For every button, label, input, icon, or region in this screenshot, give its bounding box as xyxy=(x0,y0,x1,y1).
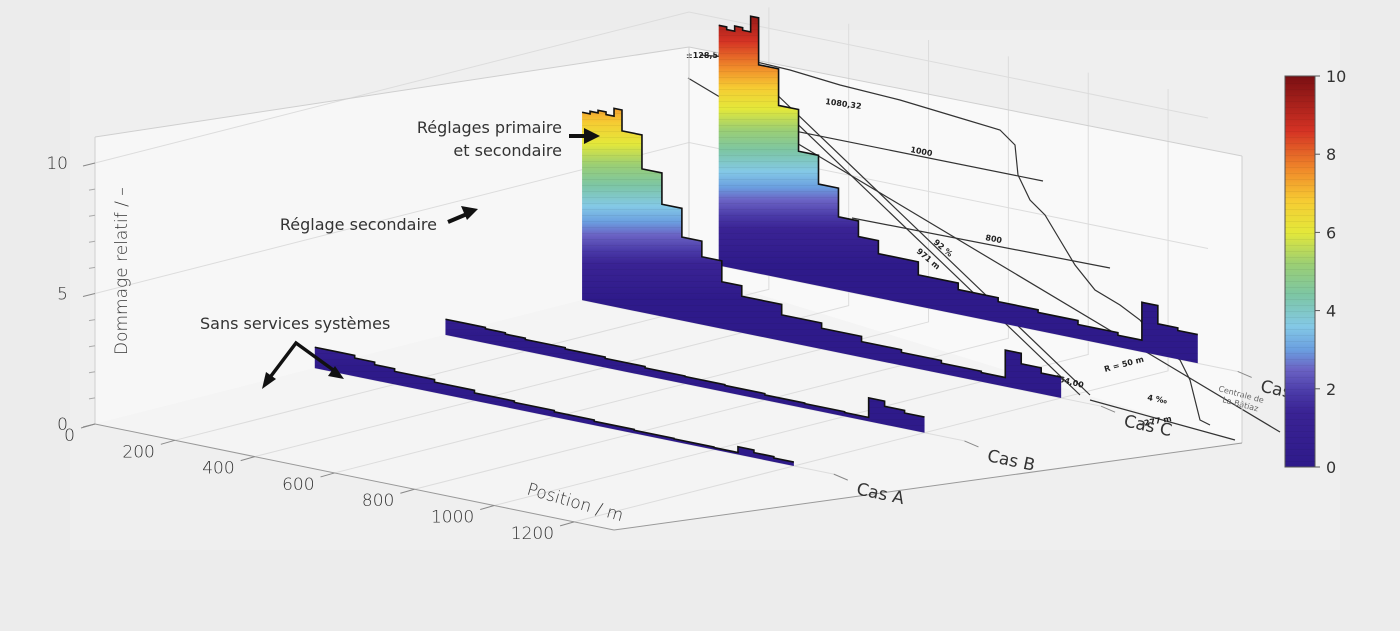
profile-label: 800 xyxy=(985,233,1004,245)
x-tick-mark xyxy=(480,505,495,511)
gridline xyxy=(254,23,850,458)
colorbar-tick-label: 10 xyxy=(1326,67,1346,86)
x-tick-mark xyxy=(559,521,575,527)
annotation-no-system-services: Sans services systèmes xyxy=(200,314,390,389)
annotation-line-1: Sans services systèmes xyxy=(200,314,390,333)
arrow-icon xyxy=(569,128,600,144)
y-minor-tick xyxy=(88,319,96,322)
x-tick-mark xyxy=(160,439,175,445)
x-tick-label: 400 xyxy=(202,459,234,479)
colorbar-tick-label: 2 xyxy=(1326,380,1336,399)
series-cas-c xyxy=(581,107,1062,399)
penstock-line xyxy=(769,87,1091,396)
gridline xyxy=(334,40,930,474)
series-bands xyxy=(718,16,1198,364)
x-tick-mark xyxy=(320,472,335,478)
y-minor-tick xyxy=(88,371,96,374)
colorbar-bands xyxy=(1285,76,1315,467)
profile-label: 4 ‰ xyxy=(1147,393,1169,405)
colorbar: 0 2 4 6 8 10 xyxy=(1284,67,1346,477)
y-tick-label: 0 xyxy=(57,415,68,435)
x-tick-label: 0 xyxy=(64,426,75,446)
annotation-line-1: Réglage secondaire xyxy=(280,215,437,234)
y-tick-label: 5 xyxy=(57,285,68,305)
gridline xyxy=(494,72,1089,507)
y-minor-tick xyxy=(88,397,96,400)
series-outline xyxy=(718,15,1198,342)
y-tick-mark xyxy=(82,293,96,297)
annotation-line-2: et secondaire xyxy=(453,141,562,160)
case-tick-mark xyxy=(833,473,848,481)
series-outline xyxy=(581,107,1062,379)
y-minor-tick xyxy=(88,345,96,348)
elevation-line xyxy=(851,217,1111,269)
gridline xyxy=(573,88,1169,523)
x-tick-label: 800 xyxy=(362,491,394,511)
case-tick-mark xyxy=(964,440,979,448)
series-cas-b xyxy=(445,318,925,433)
series-bands xyxy=(314,347,794,466)
y-tick-label: 10 xyxy=(46,154,68,174)
series-cas-d xyxy=(718,15,1198,364)
x-tick-mark xyxy=(240,456,255,462)
x-tick-mark xyxy=(400,488,415,494)
annotation-line-1: Réglages primaire xyxy=(417,118,562,137)
box-edges xyxy=(94,46,1243,443)
colorbar-tick-label: 8 xyxy=(1326,145,1336,164)
series-outline xyxy=(445,318,925,419)
series-bands xyxy=(582,108,1062,399)
gridline xyxy=(94,11,1209,164)
y-minor-tick xyxy=(88,214,96,217)
gridline xyxy=(414,56,1009,490)
profile-label: ±128,50 xyxy=(686,51,724,60)
arrow-icon xyxy=(266,340,338,382)
floor xyxy=(95,273,1242,530)
y-minor-tick xyxy=(88,188,96,191)
colorbar-tick-label: 4 xyxy=(1326,302,1336,321)
x-tick-label: 1200 xyxy=(511,524,554,544)
x-tick-label: 200 xyxy=(122,442,154,462)
y-tick-mark xyxy=(82,162,96,167)
colorbar-tick-label: 0 xyxy=(1326,458,1336,477)
y-minor-tick xyxy=(88,240,96,243)
arrow-head xyxy=(328,366,344,379)
profile-label: 1000 xyxy=(910,145,934,158)
annotation-primary-secondary: Réglages primaire et secondaire xyxy=(417,118,600,160)
colorbar-tick-label: 6 xyxy=(1326,223,1336,242)
y-axis-label: Dommage relatif / – xyxy=(112,187,132,355)
case-tick-mark xyxy=(1237,370,1252,378)
terrain-line xyxy=(699,54,1211,426)
series-cas-a xyxy=(314,346,795,466)
x-tick-label: 600 xyxy=(282,475,314,495)
arrow-icon xyxy=(447,206,478,224)
y-minor-tick xyxy=(88,266,96,269)
axis-lines xyxy=(94,423,1243,531)
series-outline xyxy=(314,346,795,463)
series-layer xyxy=(314,15,1198,466)
dimension-line xyxy=(1089,399,1236,441)
x-tick-label: 1000 xyxy=(431,508,474,528)
annotation-secondary: Réglage secondaire xyxy=(280,206,478,234)
arrow-head xyxy=(262,372,276,389)
back-left-wall xyxy=(95,47,689,424)
case-tick-mark xyxy=(1100,405,1116,413)
penstock-line xyxy=(759,87,1081,396)
x-tick-mark xyxy=(80,423,96,429)
